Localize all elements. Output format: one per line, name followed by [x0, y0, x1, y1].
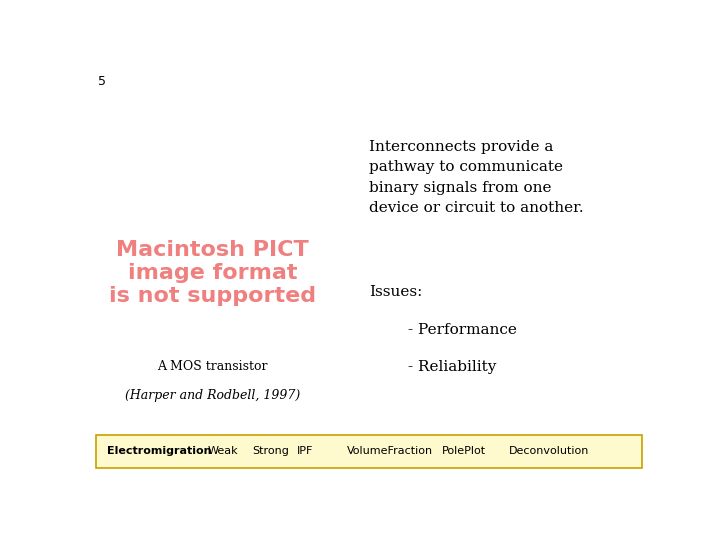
Text: Electromigration: Electromigration [107, 447, 211, 456]
Text: IPF: IPF [297, 447, 312, 456]
Text: Interconnects provide a
pathway to communicate
binary signals from one
device or: Interconnects provide a pathway to commu… [369, 140, 584, 215]
FancyBboxPatch shape [96, 435, 642, 468]
Text: Weak: Weak [207, 447, 238, 456]
Text: VolumeFraction: VolumeFraction [347, 447, 433, 456]
Text: Macintosh PICT
image format
is not supported: Macintosh PICT image format is not suppo… [109, 240, 316, 306]
Text: PolePlot: PolePlot [441, 447, 486, 456]
Text: - Performance: - Performance [369, 322, 517, 336]
Text: 5: 5 [99, 75, 107, 88]
Text: Deconvolution: Deconvolution [508, 447, 589, 456]
Text: Strong: Strong [252, 447, 289, 456]
Text: - Reliability: - Reliability [369, 360, 496, 374]
Text: (Harper and Rodbell, 1997): (Harper and Rodbell, 1997) [125, 389, 300, 402]
Text: A MOS transistor: A MOS transistor [158, 360, 268, 373]
Text: Issues:: Issues: [369, 285, 423, 299]
